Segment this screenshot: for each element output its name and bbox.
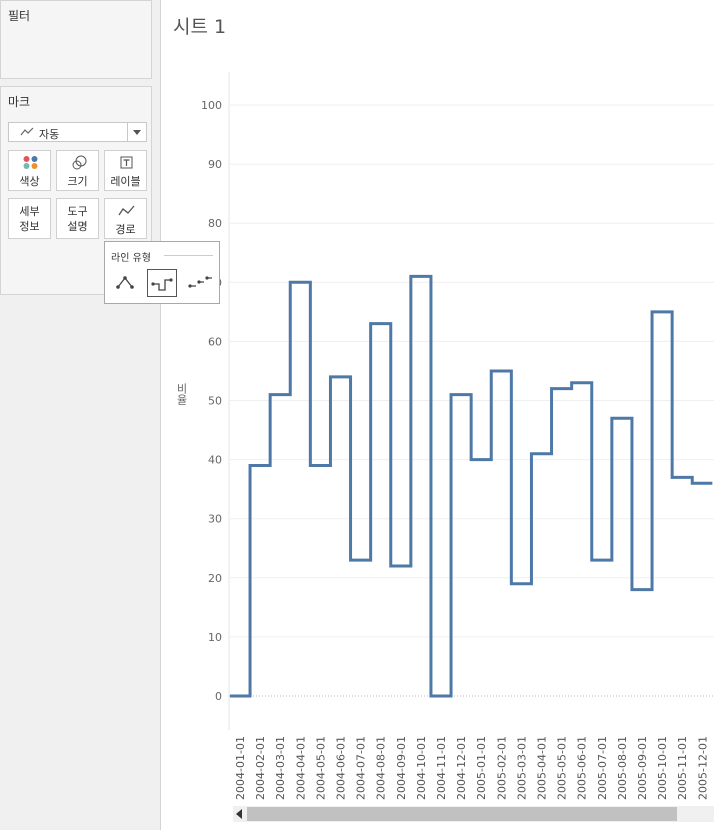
x-tick-label: 2005-12-01 — [696, 736, 709, 800]
x-tick-label: 2004-07-01 — [355, 736, 368, 800]
path-button[interactable]: 경로 — [104, 198, 147, 239]
x-tick-label: 2005-05-01 — [556, 736, 569, 800]
x-tick-label: 2005-04-01 — [536, 736, 549, 800]
series-line — [229, 274, 713, 698]
y-tick-label: 50 — [208, 395, 222, 408]
x-tick-label: 2004-09-01 — [395, 736, 408, 800]
line-mark-icon — [20, 127, 34, 136]
color-icon — [23, 156, 38, 169]
x-tick-label: 2005-02-01 — [495, 736, 508, 800]
path-icon — [118, 205, 135, 216]
mark-type-dropdown[interactable]: 자동 — [8, 122, 147, 142]
text-label-icon — [120, 156, 133, 169]
x-tick-label: 2004-02-01 — [254, 736, 267, 800]
detail-button-label: 세부 정보 — [19, 205, 40, 233]
label-button-label: 레이블 — [110, 175, 141, 188]
x-tick-label: 2004-08-01 — [375, 736, 388, 800]
y-tick-label: 90 — [208, 158, 222, 171]
path-button-label: 경로 — [115, 223, 136, 236]
line-type-title: 라인 유형 — [111, 253, 151, 264]
color-button-label: 색상 — [19, 175, 40, 188]
popup-divider — [164, 255, 213, 256]
y-tick-label: 40 — [208, 454, 222, 467]
x-tick-label: 2004-06-01 — [335, 736, 348, 800]
x-tick-label: 2005-10-01 — [656, 736, 669, 800]
marks-card: 마크 자동 색상 크기 레이블 세부 정보 도구 설명 — [0, 86, 152, 295]
x-tick-label: 2005-01-01 — [475, 736, 488, 800]
scroll-left-icon[interactable] — [236, 809, 242, 819]
mark-type-label: 자동 — [39, 128, 60, 141]
y-tick-label: 0 — [215, 690, 222, 703]
marks-title: 마크 — [8, 95, 31, 109]
color-button[interactable]: 색상 — [8, 150, 51, 191]
x-tick-label: 2005-09-01 — [636, 736, 649, 800]
filters-title: 필터 — [8, 9, 31, 23]
detail-button[interactable]: 세부 정보 — [8, 198, 51, 239]
linear-line-icon — [116, 276, 134, 289]
y-tick-label: 30 — [208, 513, 222, 526]
filters-shelf[interactable]: 필터 — [0, 0, 152, 79]
y-tick-label: 10 — [208, 631, 222, 644]
jump-line-icon — [188, 276, 212, 288]
tooltip-button-label: 도구 설명 — [67, 205, 88, 233]
step-line-icon — [151, 278, 173, 291]
y-tick-label: 80 — [208, 217, 222, 230]
worksheet-view: 시트 1 비율 01020304050607080901002004-01-01… — [160, 0, 714, 830]
horizontal-scrollbar[interactable] — [233, 806, 714, 822]
chevron-down-icon[interactable] — [127, 123, 146, 141]
x-tick-label: 2004-05-01 — [314, 736, 327, 800]
sheet-title: 시트 1 — [173, 16, 227, 38]
size-button[interactable]: 크기 — [56, 150, 99, 191]
x-tick-label: 2004-01-01 — [234, 736, 247, 800]
line-type-jump-option[interactable] — [185, 269, 215, 297]
line-type-linear-option[interactable] — [111, 269, 141, 297]
size-icon — [72, 155, 87, 170]
scrollbar-thumb[interactable] — [247, 807, 677, 821]
x-tick-label: 2004-12-01 — [455, 736, 468, 800]
x-tick-label: 2005-11-01 — [676, 736, 689, 800]
y-tick-label: 100 — [201, 99, 222, 112]
y-tick-label: 20 — [208, 572, 222, 585]
x-tick-label: 2004-03-01 — [274, 736, 287, 800]
x-tick-label: 2004-11-01 — [435, 736, 448, 800]
x-tick-label: 2004-04-01 — [294, 736, 307, 800]
line-type-step-option[interactable] — [147, 269, 177, 297]
tooltip-button[interactable]: 도구 설명 — [56, 198, 99, 239]
step-line-chart: 01020304050607080901002004-01-012004-02-… — [201, 72, 714, 800]
x-tick-label: 2005-07-01 — [596, 736, 609, 800]
y-axis-label: 비율 — [175, 383, 188, 405]
x-tick-label: 2005-06-01 — [576, 736, 589, 800]
x-tick-label: 2005-08-01 — [616, 736, 629, 800]
x-tick-label: 2004-10-01 — [415, 736, 428, 800]
size-button-label: 크기 — [67, 175, 88, 188]
x-tick-label: 2005-03-01 — [515, 736, 528, 800]
label-button[interactable]: 레이블 — [104, 150, 147, 191]
y-tick-label: 60 — [208, 335, 222, 348]
line-type-popup: 라인 유형 — [104, 241, 220, 304]
